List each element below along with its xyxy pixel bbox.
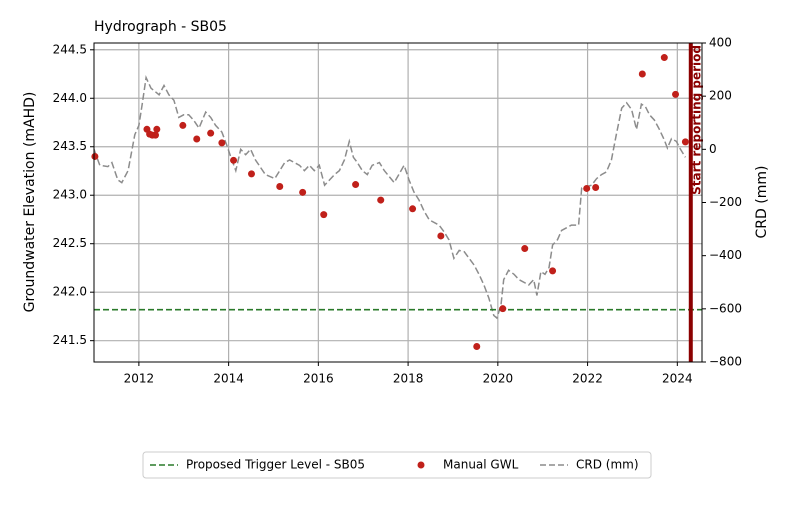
x-tick-label: 2016 (303, 372, 334, 386)
x-tick-label: 2012 (124, 372, 155, 386)
legend: Proposed Trigger Level - SB05 Manual GWL C… (142, 451, 652, 479)
legend-label: Proposed Trigger Level - SB05 (186, 458, 365, 472)
data-point (583, 184, 591, 192)
data-point (193, 135, 201, 143)
x-tick-label: 2024 (662, 372, 693, 386)
data-point (638, 70, 646, 78)
data-point (230, 156, 238, 164)
y2-tick-label: −400 (709, 248, 742, 262)
y2-tick-label: −800 (709, 355, 742, 369)
data-point (437, 232, 445, 240)
data-point (320, 211, 328, 219)
y-tick-label: 242.0 (53, 285, 87, 299)
x-tick-label: 2018 (393, 372, 424, 386)
data-line (93, 74, 687, 320)
data-point (299, 188, 307, 196)
y-tick-label: 242.5 (53, 236, 87, 250)
y2-tick-label: −600 (709, 301, 742, 315)
data-point (151, 131, 159, 139)
data-point (521, 245, 529, 253)
x-tick-label: 2014 (213, 372, 244, 386)
data-point (660, 54, 668, 62)
legend-box (142, 451, 652, 479)
x-tick-label: 2020 (483, 372, 514, 386)
legend-label: Manual GWL (443, 458, 519, 472)
y-axis-label: Groundwater Elevation (mAHD) (22, 92, 38, 313)
y-tick-label: 244.0 (53, 91, 87, 105)
reporting-label: Start reporting period (689, 45, 703, 195)
data-point (179, 121, 187, 129)
data-point (91, 152, 99, 160)
data-point (377, 196, 385, 204)
data-point (473, 342, 481, 350)
y-tick-label: 243.5 (53, 139, 87, 153)
data-point (247, 170, 255, 178)
y2-tick-label: 400 (709, 36, 732, 50)
x-tick-label: 2022 (572, 372, 603, 386)
data-point (218, 139, 226, 147)
data-point (681, 138, 689, 146)
y2-tick-label: 200 (709, 89, 732, 103)
data-point (276, 183, 284, 191)
data-point (207, 129, 215, 137)
data-point (153, 125, 161, 133)
chart-title: Hydrograph - SB05 (94, 19, 227, 35)
data-point (409, 205, 417, 213)
data-point (672, 90, 680, 98)
y-tick-label: 243.0 (53, 188, 87, 202)
y-tick-label: 241.5 (53, 333, 87, 347)
legend-label: CRD (mm) (576, 458, 639, 472)
data-point (352, 181, 360, 189)
legend-swatch (417, 461, 425, 469)
y2-tick-label: −200 (709, 195, 742, 209)
data-point (592, 183, 600, 191)
plot-frame (93, 42, 703, 363)
y2-axis-label: CRD (mm) (754, 166, 770, 239)
data-point (549, 267, 557, 275)
y2-tick-label: 0 (709, 142, 717, 156)
data-point (499, 305, 507, 313)
y-tick-label: 244.5 (53, 42, 87, 56)
